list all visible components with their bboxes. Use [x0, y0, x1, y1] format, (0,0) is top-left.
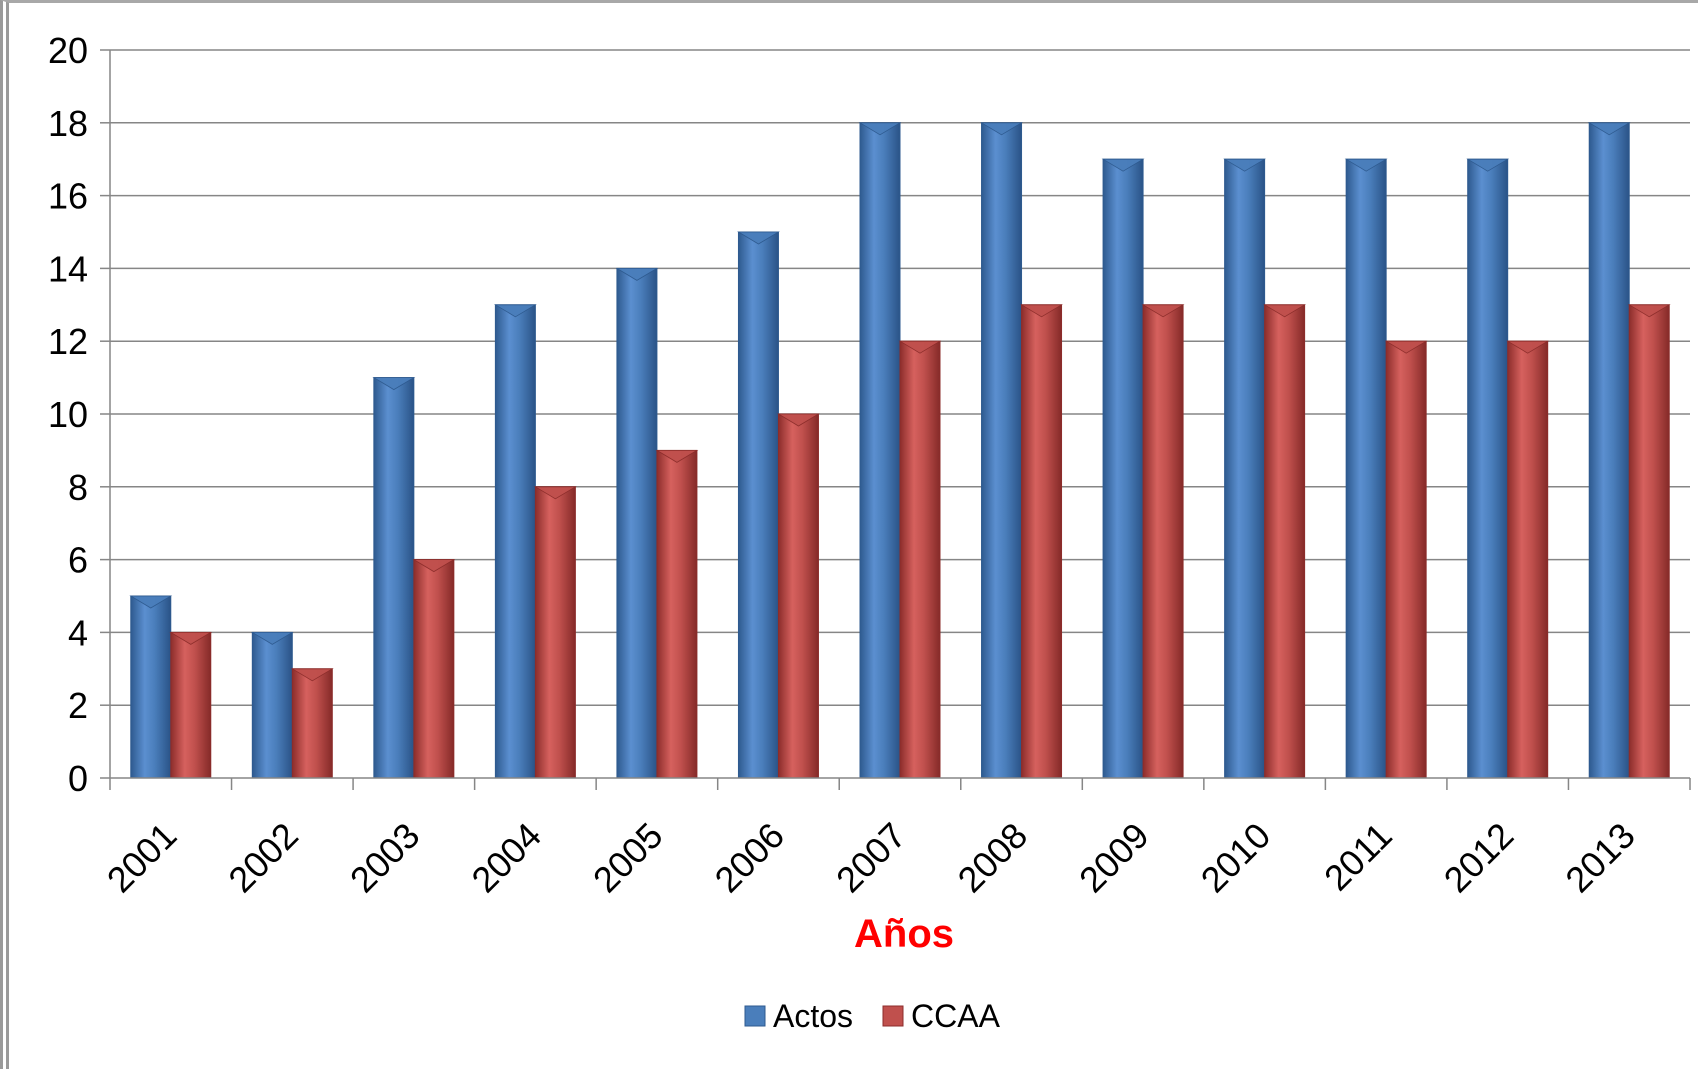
y-tick-label: 20	[48, 30, 88, 71]
bar-cap-actos	[493, 304, 537, 318]
legend-label-actos: Actos	[773, 998, 853, 1034]
x-tick-label: 2004	[463, 815, 549, 901]
bar-cap-ccaa	[898, 340, 942, 354]
bar-actos	[1588, 122, 1630, 779]
bar-ccaa	[1628, 304, 1670, 779]
bar-cap-ccaa	[1506, 340, 1550, 354]
bar-cap-actos	[1101, 158, 1145, 172]
bar-ccaa	[1021, 304, 1063, 779]
bar-actos	[1467, 158, 1509, 779]
y-tick-label: 4	[68, 612, 88, 653]
bar-cap-actos	[1223, 158, 1267, 172]
bar-cap-actos	[1466, 158, 1510, 172]
bar-actos	[1345, 158, 1387, 779]
y-tick-label: 6	[68, 540, 88, 581]
y-tick-labels: 0 2 4 6 8 10 12 14 16 18 20	[48, 30, 88, 799]
bar-cap-actos	[615, 267, 659, 281]
x-tick-label: 2012	[1436, 815, 1522, 901]
bar-cap-actos	[737, 231, 780, 245]
x-tick-label: 2007	[828, 815, 914, 901]
bar-ccaa	[413, 559, 455, 779]
bar-actos	[1224, 158, 1266, 779]
x-tick-label: 2006	[706, 815, 792, 901]
bar-actos	[616, 267, 658, 779]
x-tick-label: 2009	[1071, 815, 1157, 901]
bar-ccaa	[1264, 304, 1306, 779]
bar-ccaa	[1507, 340, 1549, 779]
bar-cap-actos	[372, 377, 416, 391]
y-tick-label: 8	[68, 467, 88, 508]
legend: Actos CCAA	[744, 998, 1001, 1034]
bar-actos	[373, 377, 415, 779]
bar-cap-actos	[858, 122, 902, 136]
bar-cap-actos	[1587, 122, 1631, 136]
bar-cap-actos	[980, 122, 1023, 136]
bar-actos	[737, 231, 779, 779]
bar-actos	[494, 304, 536, 779]
bar-actos	[1102, 158, 1144, 779]
bar-ccaa	[1385, 340, 1427, 779]
x-tick-label: 2003	[342, 815, 428, 901]
bar-ccaa	[656, 449, 698, 779]
bar-ccaa	[1142, 304, 1184, 779]
bar-cap-ccaa	[1627, 304, 1671, 318]
bar-ccaa	[777, 413, 819, 779]
y-tick-label: 18	[48, 103, 88, 144]
bar-cap-ccaa	[169, 632, 213, 645]
legend-label-ccaa: CCAA	[911, 998, 1001, 1034]
bar-ccaa	[170, 631, 212, 779]
bar-cap-ccaa	[1141, 304, 1185, 318]
bar-cap-ccaa	[290, 668, 334, 682]
x-tick-label: 2002	[220, 815, 306, 901]
bar-cap-ccaa	[655, 449, 699, 463]
y-tick-label: 16	[48, 176, 88, 217]
x-tick-label: 2011	[1316, 815, 1400, 899]
bar-cap-actos	[129, 595, 173, 609]
bar-ccaa	[534, 486, 576, 779]
bars	[129, 122, 1671, 779]
x-tick-label: 2005	[585, 815, 671, 901]
axes	[100, 49, 1691, 790]
bar-actos	[130, 595, 172, 779]
bar-cap-actos	[250, 632, 294, 645]
bar-ccaa	[899, 340, 941, 779]
bar-cap-ccaa	[777, 413, 820, 427]
x-tick-label: 2013	[1557, 815, 1643, 901]
bar-cap-ccaa	[533, 486, 577, 500]
y-tick-label: 12	[48, 321, 88, 362]
legend-swatch-actos	[744, 1005, 766, 1027]
bar-ccaa	[291, 668, 333, 779]
x-tick-label: 2008	[950, 815, 1036, 901]
bar-cap-actos	[1344, 158, 1388, 172]
x-tick-label: 2001	[99, 815, 185, 901]
y-tick-label: 2	[68, 685, 88, 726]
bar-cap-ccaa	[1384, 340, 1428, 354]
y-tick-label: 0	[68, 758, 88, 799]
x-tick-labels: 2001 2002 2003 2004 2005 2006 2007 2008 2009 2010…	[99, 815, 1643, 901]
y-tick-label: 14	[48, 248, 88, 289]
x-tick-label: 2010	[1193, 815, 1279, 901]
x-axis-title: Años	[854, 912, 954, 956]
bar-cap-ccaa	[1020, 304, 1063, 318]
legend-swatch-ccaa	[882, 1005, 904, 1027]
bar-actos	[981, 122, 1023, 779]
bar-actos	[859, 122, 901, 779]
bar-actos	[251, 631, 293, 779]
bar-cap-ccaa	[1263, 304, 1307, 318]
y-tick-label: 10	[48, 394, 88, 435]
bar-cap-ccaa	[412, 559, 456, 573]
